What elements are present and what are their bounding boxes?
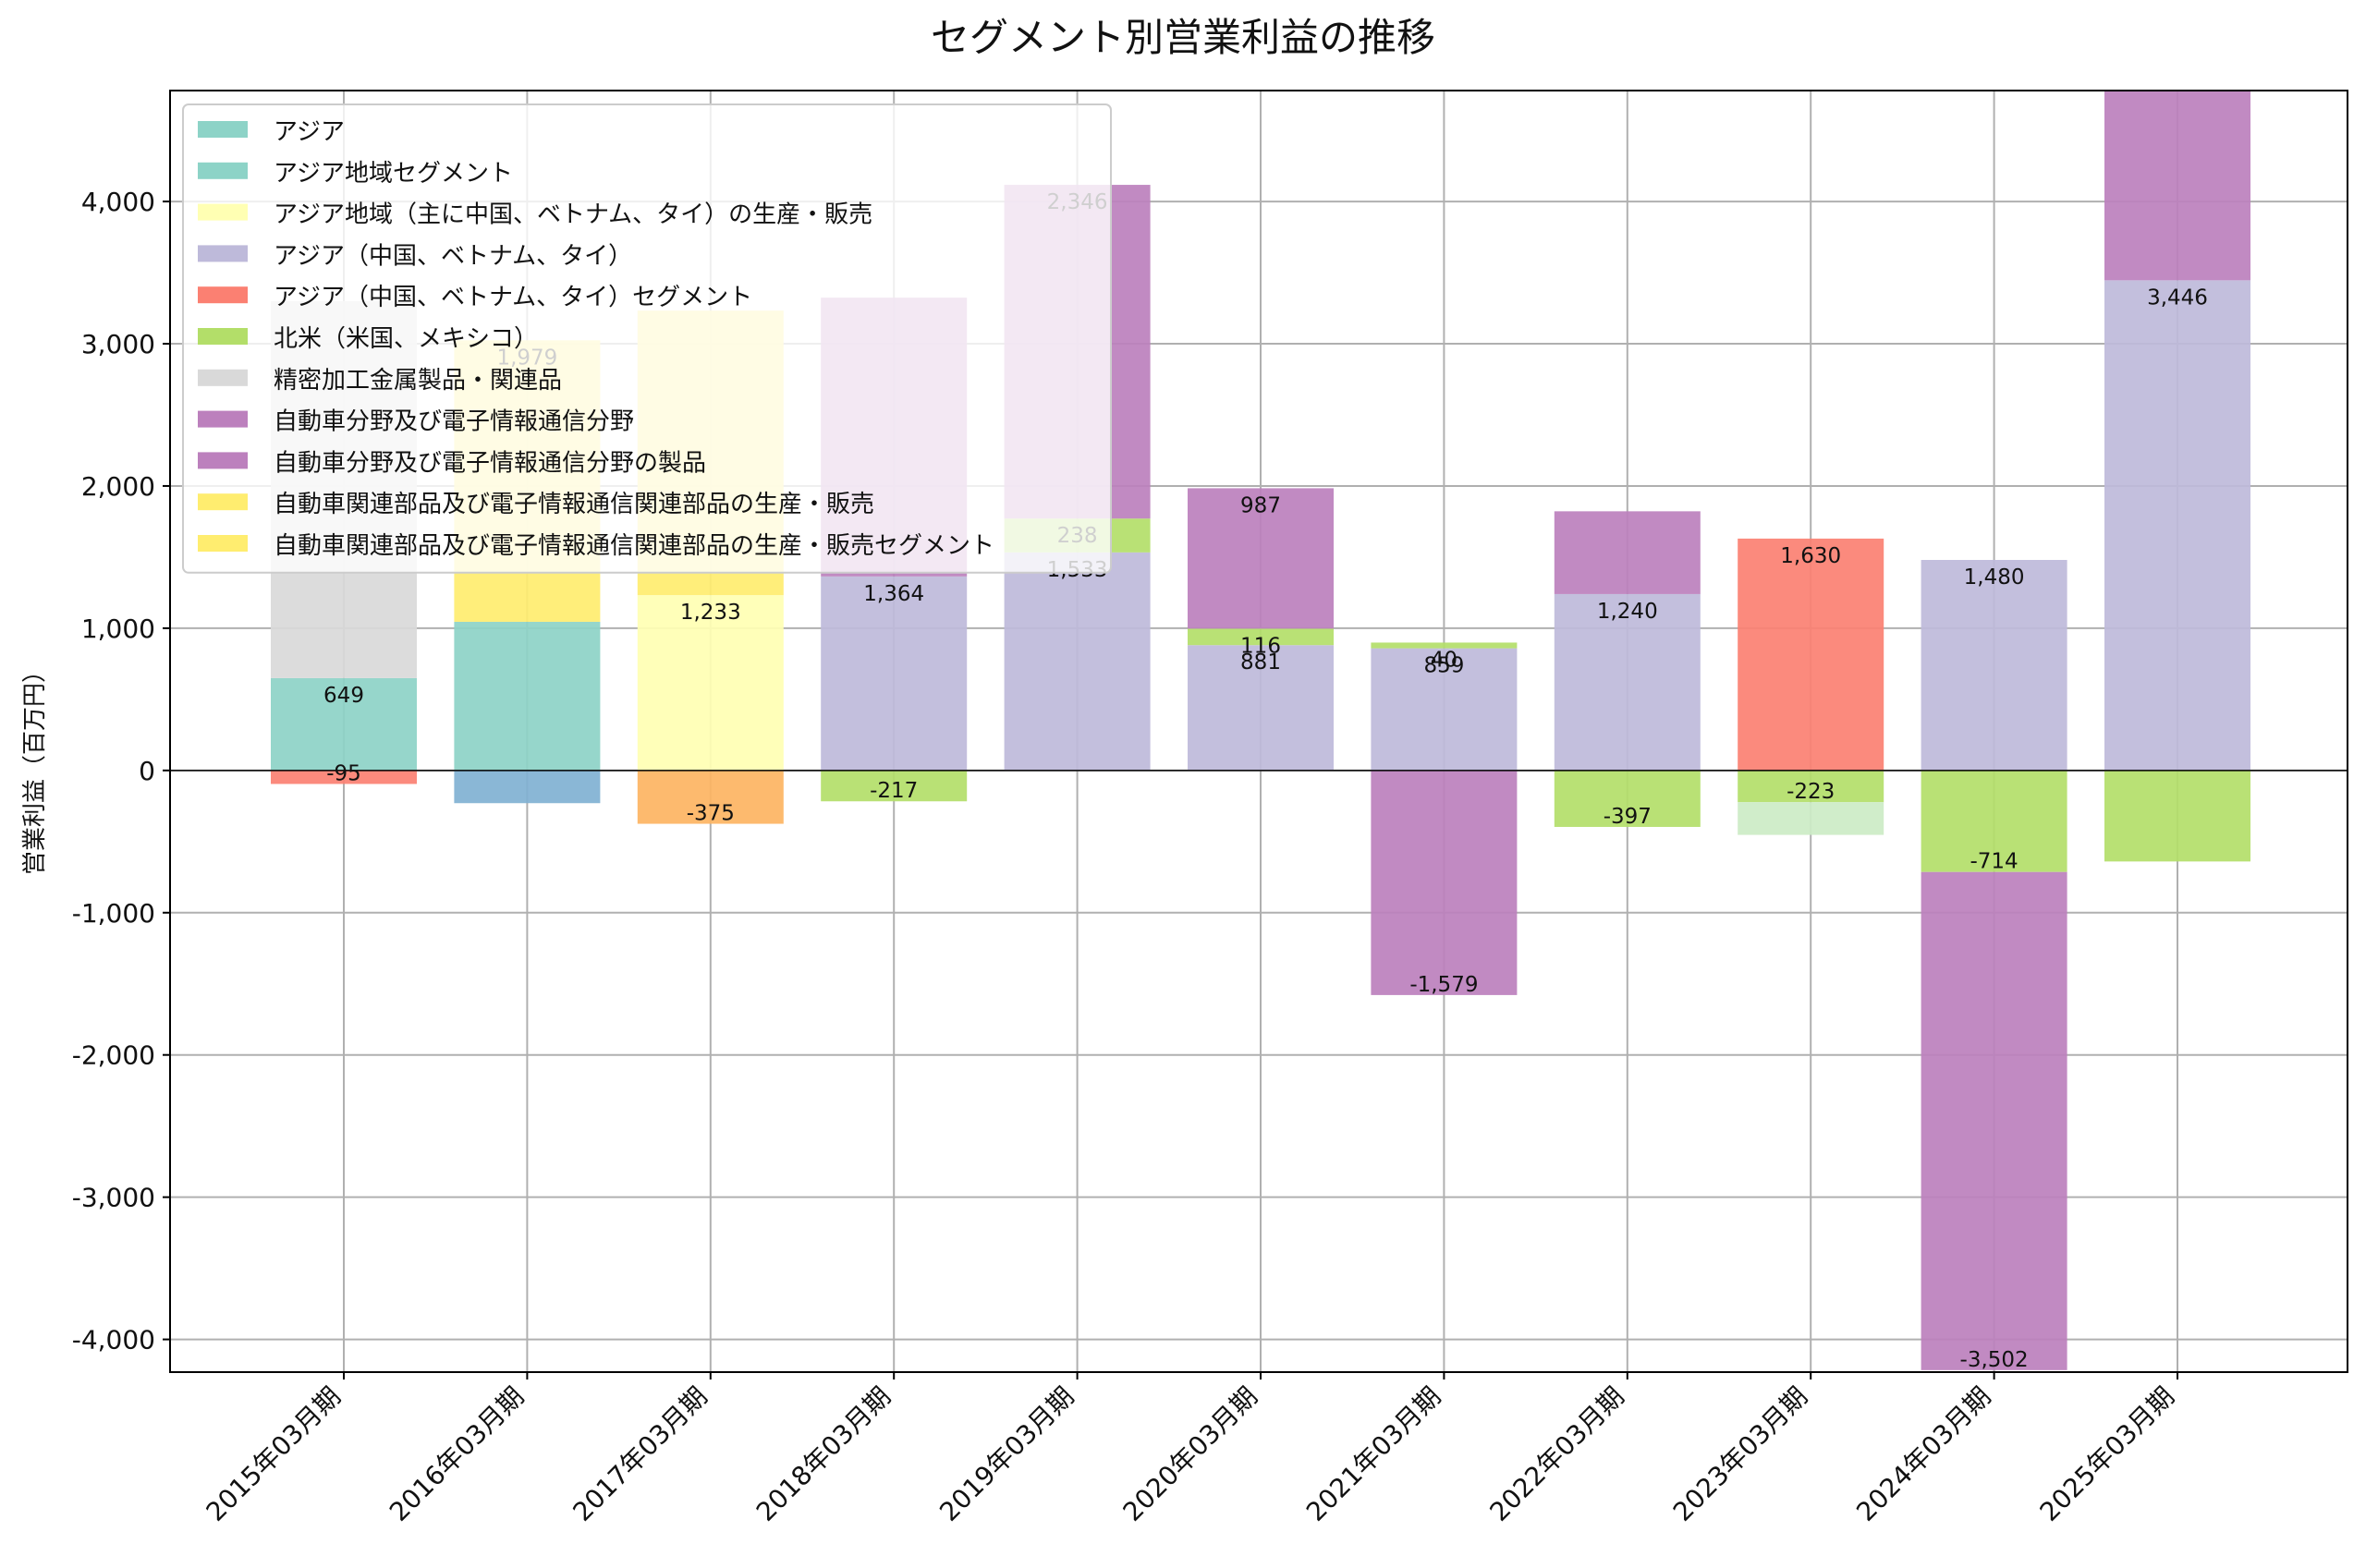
bar-segment (637, 770, 784, 824)
legend-swatch (198, 245, 248, 262)
bar-segment (1188, 628, 1334, 646)
legend-swatch (198, 452, 248, 469)
x-tick-label: 2020年03月期 (1117, 1381, 1263, 1527)
data-label: -223 (1787, 780, 1835, 804)
legend-label: 自動車分野及び電子情報通信分野 (274, 408, 634, 436)
legend-label: 北米（米国、メキシコ） (274, 325, 538, 353)
legend-swatch (198, 369, 248, 386)
data-label: -375 (687, 802, 735, 826)
legend-swatch (198, 535, 248, 552)
data-label: -397 (1604, 805, 1652, 829)
data-label: 859 (1423, 654, 1464, 678)
chart-title: セグメント別営業利益の推移 (931, 15, 1435, 60)
bar-segment (454, 770, 601, 804)
bar-segment (271, 677, 417, 771)
bar-segment (454, 621, 601, 771)
legend-label: 精密加工金属製品・関連品 (274, 367, 562, 395)
data-label: 881 (1240, 650, 1281, 675)
legend-swatch (198, 328, 248, 345)
y-axis: -4,000 -3,000 -2,000 -1,000 0 1,000 2,000 3,000… (72, 187, 170, 1355)
y-tick-label: 1,000 (81, 614, 155, 644)
data-label: 1,630 (1780, 544, 1841, 568)
x-tick-label: 2018年03月期 (750, 1381, 896, 1527)
y-axis-label: 営業利益（百万円） (21, 659, 49, 875)
data-label: 987 (1240, 493, 1281, 517)
legend-swatch (198, 286, 248, 304)
x-tick-label: 2016年03月期 (384, 1381, 530, 1527)
data-label: 116 (1240, 634, 1281, 658)
data-label: 3,446 (2147, 286, 2208, 310)
legend-label: 自動車分野及び電子情報通信分野の製品 (274, 449, 706, 477)
bar-segment (1554, 511, 1701, 594)
legend-label: 自動車関連部品及び電子情報通信関連部品の生産・販売 (274, 491, 874, 518)
legend: アジアアジア地域セグメントアジア地域（主に中国、ベトナム、タイ）の生産・販売アジ… (182, 103, 1112, 574)
bar-segment (2104, 770, 2250, 862)
bar-segment (2104, 90, 2250, 281)
bar-segment (1371, 642, 1518, 649)
bar-segment (1371, 770, 1518, 995)
legend-label: アジア（中国、ベトナム、タイ） (274, 242, 632, 270)
legend-box (182, 103, 1112, 574)
data-label: -1,579 (1409, 973, 1478, 997)
x-tick-label: 2017年03月期 (567, 1381, 713, 1527)
data-label: 1,233 (680, 601, 741, 625)
legend-swatch (198, 162, 248, 179)
data-label: 649 (323, 684, 364, 708)
plot-frame (169, 90, 2348, 1373)
y-tick-label: -3,000 (72, 1183, 155, 1213)
data-label: -95 (326, 761, 361, 785)
legend-label: アジア (274, 118, 345, 146)
y-tick-label: -1,000 (72, 898, 155, 929)
bar-segment (1921, 560, 2067, 771)
bar-segment (1738, 802, 1884, 835)
x-tick-label: 2025年03月期 (2034, 1381, 2180, 1527)
bar-segment (1188, 488, 1334, 629)
data-label: -3,502 (1960, 1348, 2029, 1372)
legend-label: アジア地域（主に中国、ベトナム、タイ）の生産・販売 (274, 201, 872, 229)
legend-swatch (198, 203, 248, 221)
legend-swatch (198, 493, 248, 511)
bar-segment (1921, 770, 2067, 872)
y-tick-label: 2,000 (81, 471, 155, 502)
bar-segment (1004, 552, 1151, 771)
bar-segment (1738, 538, 1884, 771)
data-label: -714 (1970, 850, 2018, 874)
bar-segment (1554, 593, 1701, 771)
legend-label: 自動車関連部品及び電子情報通信関連部品の生産・販売セグメント (274, 532, 994, 560)
data-label: 1,364 (863, 582, 924, 606)
data-label: 1,480 (1964, 565, 2025, 590)
y-tick-label: -4,000 (72, 1325, 155, 1355)
legend-swatch (198, 121, 248, 138)
bar-segment (821, 576, 968, 771)
x-tick-label: 2022年03月期 (1483, 1381, 1629, 1527)
legend-label: アジア（中国、ベトナム、タイ）セグメント (274, 284, 752, 311)
x-tick-label: 2024年03月期 (1850, 1381, 1996, 1527)
x-tick-label: 2019年03月期 (933, 1381, 1079, 1527)
bar-segment (271, 770, 417, 784)
y-tick-label: 0 (139, 756, 155, 786)
x-tick-label: 2015年03月期 (201, 1381, 347, 1527)
data-label: 1,240 (1597, 600, 1658, 624)
x-tick-label: 2021年03月期 (1300, 1381, 1446, 1527)
bar-segment (1554, 770, 1701, 827)
y-tick-label: 3,000 (81, 329, 155, 359)
bar-segment (1371, 648, 1518, 771)
bar-segment (1921, 871, 2067, 1370)
legend-swatch (198, 410, 248, 428)
bar-segment (821, 770, 968, 802)
y-tick-label: -2,000 (72, 1040, 155, 1071)
data-label: -217 (870, 779, 918, 803)
legend-label: アジア地域セグメント (274, 160, 513, 188)
bar-segment (1738, 770, 1884, 803)
x-tick-label: 2023年03月期 (1667, 1381, 1813, 1527)
x-axis: 2015年03月期 2016年03月期 2017年03月期 2018年03月期 2019… (201, 1372, 2180, 1527)
data-label: 40 (1431, 648, 1457, 672)
y-tick-label: 4,000 (81, 187, 155, 217)
bar-segment (2104, 280, 2250, 771)
bar-segment (637, 595, 784, 771)
bar-segment (1188, 645, 1334, 771)
